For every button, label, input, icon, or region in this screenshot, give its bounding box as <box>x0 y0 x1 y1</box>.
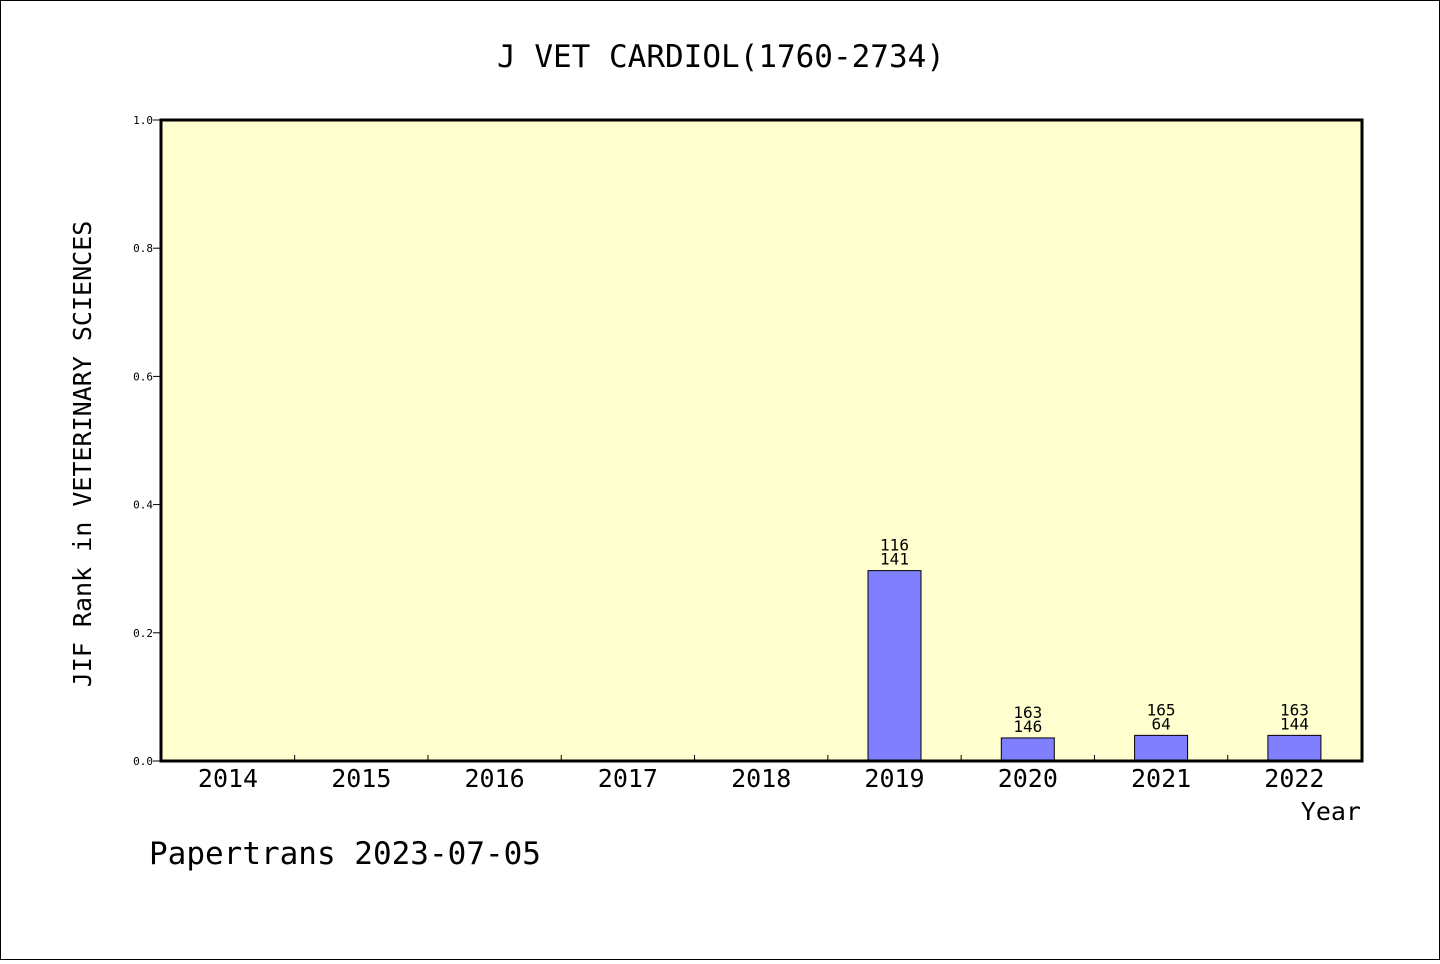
plot-area <box>159 118 1364 763</box>
x-axis: 2014 2015 2016 2017 2018 2019 2020 2021 2022 <box>198 755 1325 793</box>
bar-2019 <box>867 570 922 762</box>
x-tick-label: 2018 <box>731 764 791 793</box>
x-tick-label: 2019 <box>864 764 924 793</box>
data-label-2022-total: 144 <box>1280 714 1309 733</box>
y-tick-label: 0.8 <box>133 242 153 255</box>
x-tick-label: 2015 <box>331 764 391 793</box>
y-tick-label: 0.6 <box>133 370 153 383</box>
data-label-2020-total: 146 <box>1013 717 1042 736</box>
y-tick-label: 0.2 <box>133 627 153 640</box>
data-label-2021-rank: 165 <box>1147 700 1176 719</box>
x-tick-label: 2016 <box>464 764 524 793</box>
y-tick-label: 0.0 <box>133 755 153 768</box>
watermark: Papertrans 2023-07-05 <box>149 836 541 872</box>
x-tick-label: 2017 <box>598 764 658 793</box>
data-label-2022-rank: 163 <box>1280 700 1309 719</box>
data-label-2021-total: 64 <box>1151 714 1170 733</box>
bar-2020 <box>1000 737 1055 762</box>
data-label-2020-rank: 163 <box>1013 703 1042 722</box>
plot-border <box>159 118 1364 763</box>
y-tick-label: 0.4 <box>133 499 153 512</box>
data-label-2019-total: 141 <box>880 550 909 569</box>
x-tick-label: 2020 <box>998 764 1058 793</box>
x-axis-label: Year <box>1301 797 1361 826</box>
bar-2022 <box>1267 734 1322 762</box>
chart-title: J VET CARDIOL(1760-2734) <box>497 39 945 75</box>
y-axis-label: JIF Rank in VETERINARY SCIENCES <box>68 221 97 688</box>
x-tick-label: 2022 <box>1264 764 1324 793</box>
x-tick-label: 2014 <box>198 764 258 793</box>
bar-2021 <box>1134 734 1189 762</box>
x-tick-label: 2021 <box>1131 764 1191 793</box>
data-label-2019-rank: 116 <box>880 536 909 555</box>
y-axis: 0.0 0.2 0.4 0.6 0.8 1.0 <box>133 114 161 768</box>
y-tick-label: 1.0 <box>133 114 153 127</box>
